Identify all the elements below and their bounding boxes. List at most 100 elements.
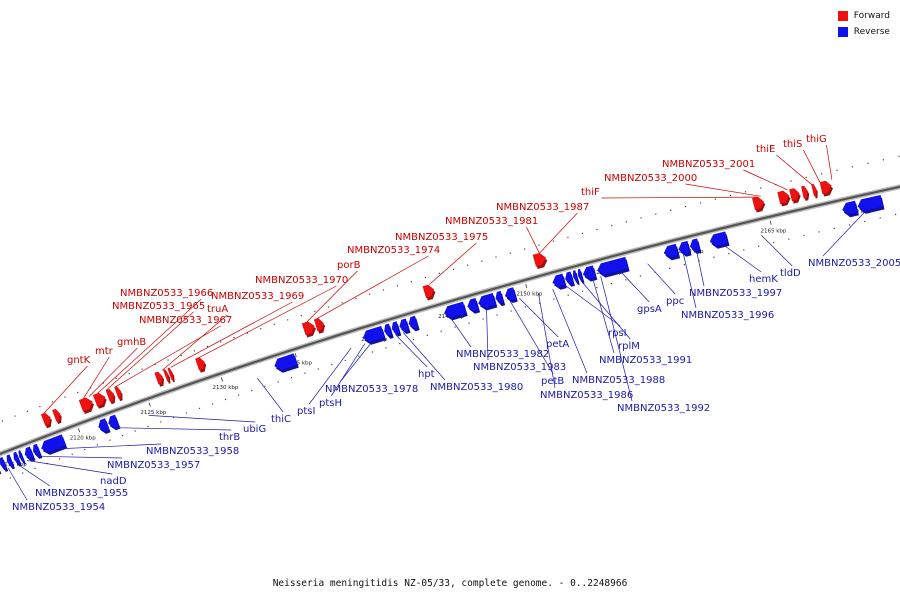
reverse-gene-label: hpt (418, 369, 435, 380)
reverse-gene-label: tldD (780, 268, 801, 279)
forward-gene-leader (105, 311, 194, 391)
reverse-gene (108, 414, 120, 429)
guide-dot (773, 242, 775, 244)
reverse-gene (362, 325, 385, 343)
forward-gene-leader (826, 144, 833, 180)
legend-forward-label: Forward (853, 11, 890, 21)
guide-dot (729, 194, 732, 197)
reverse-gene (391, 321, 401, 335)
reverse-gene (842, 200, 858, 215)
forward-gene-label: mtr (95, 346, 114, 357)
guide-dot (317, 368, 319, 370)
reverse-gene (24, 446, 35, 460)
guide-dot (369, 293, 371, 295)
reverse-gene-leader (308, 347, 352, 405)
guide-dot (180, 354, 182, 357)
guide-dot (454, 326, 456, 328)
guide-dot (625, 221, 627, 223)
guide-dot (167, 359, 169, 361)
reverse-gene (444, 301, 467, 319)
guide-dot (539, 302, 541, 304)
forward-gene-leader (685, 183, 761, 197)
guide-dot (424, 276, 426, 279)
forward-gene-leader (161, 314, 228, 371)
guide-dot (640, 217, 642, 219)
forward-gene-label: gntK (67, 355, 91, 366)
guide-dot (596, 228, 598, 231)
reverse-gene-leader (38, 455, 123, 459)
reverse-gene-leader (822, 210, 867, 257)
scale-tick (220, 377, 223, 382)
reverse-gene-leader (565, 285, 621, 327)
reverse-gene (41, 434, 67, 453)
guide-dot (341, 302, 343, 304)
guide-dot (211, 403, 214, 405)
guide-dot (185, 412, 188, 414)
guide-dot (864, 220, 866, 222)
reverse-gene-leader (330, 343, 366, 397)
reverse-gene (399, 318, 410, 332)
legend-forward: Forward (837, 9, 890, 23)
reverse-gene-leader (581, 280, 631, 340)
reverse-gene (13, 451, 21, 465)
forward-gene-label: NMBNZ0533_1975 (395, 232, 488, 243)
guide-dot (300, 315, 302, 317)
reverse-gene (582, 265, 597, 280)
guide-dot (84, 448, 86, 451)
scale-tick (148, 402, 151, 407)
guide-dot (699, 202, 702, 204)
scale-tick-label: 2120 kbp (70, 436, 96, 442)
guide-dot (683, 264, 685, 266)
map-caption: Neisseria meningitidis NZ-05/33, complet… (272, 578, 628, 589)
reverse-gene-label: petA (546, 339, 569, 350)
guide-dot (805, 176, 807, 178)
forward-gene-leader (198, 285, 337, 359)
reverse-gene-leader (538, 292, 556, 389)
reverse-gene (857, 194, 884, 212)
forward-gene (811, 183, 817, 197)
guide-dot (867, 162, 869, 164)
guide-dot (552, 240, 554, 242)
reverse-gene-label: thiC (271, 414, 291, 425)
guide-dot (670, 209, 672, 211)
guide-dot (581, 232, 583, 234)
reverse-gene-label: NMBNZ0533_1988 (572, 375, 665, 386)
guide-dot (264, 385, 266, 387)
forward-gene (154, 371, 163, 385)
guide-dot (510, 310, 512, 312)
guide-dot (410, 281, 412, 283)
reverse-gene-label: NMBNZ0533_1978 (325, 384, 418, 395)
reverse-gene (478, 293, 497, 309)
guide-dot (251, 390, 253, 392)
guide-dot (399, 343, 401, 345)
reverse-gene-leader (722, 244, 762, 273)
guide-dot (22, 472, 24, 474)
guide-dot (438, 272, 440, 274)
guide-dot (115, 377, 117, 379)
guide-dot (344, 359, 346, 361)
reverse-gene-leader (509, 300, 554, 375)
reverse-gene-leader (402, 331, 446, 381)
reverse-gene (274, 353, 298, 371)
guide-dot (581, 290, 584, 292)
legend: Forward Reverse (837, 9, 890, 41)
reverse-gene-label: gpsA (637, 304, 662, 315)
reverse-gene-leader (696, 251, 705, 287)
guide-dot (233, 336, 235, 339)
reverse-gene-leader (619, 270, 650, 303)
guide-dot (358, 355, 360, 357)
legend-reverse-label: Reverse (853, 27, 890, 37)
reverse-gene-label: NMBNZ0533_1954 (12, 502, 105, 513)
reverse-gene (678, 240, 691, 255)
scale-tick-label: 2115 kbp (1, 462, 27, 468)
guide-dot (655, 213, 657, 215)
reverse-gene-leader (519, 297, 559, 338)
guide-dot (452, 268, 455, 270)
guide-dot (51, 401, 54, 403)
reverse-gene-leader (761, 234, 793, 267)
reverse-gene (408, 315, 419, 330)
reverse-gene-leader (148, 415, 256, 423)
reverse-gene (573, 270, 579, 283)
